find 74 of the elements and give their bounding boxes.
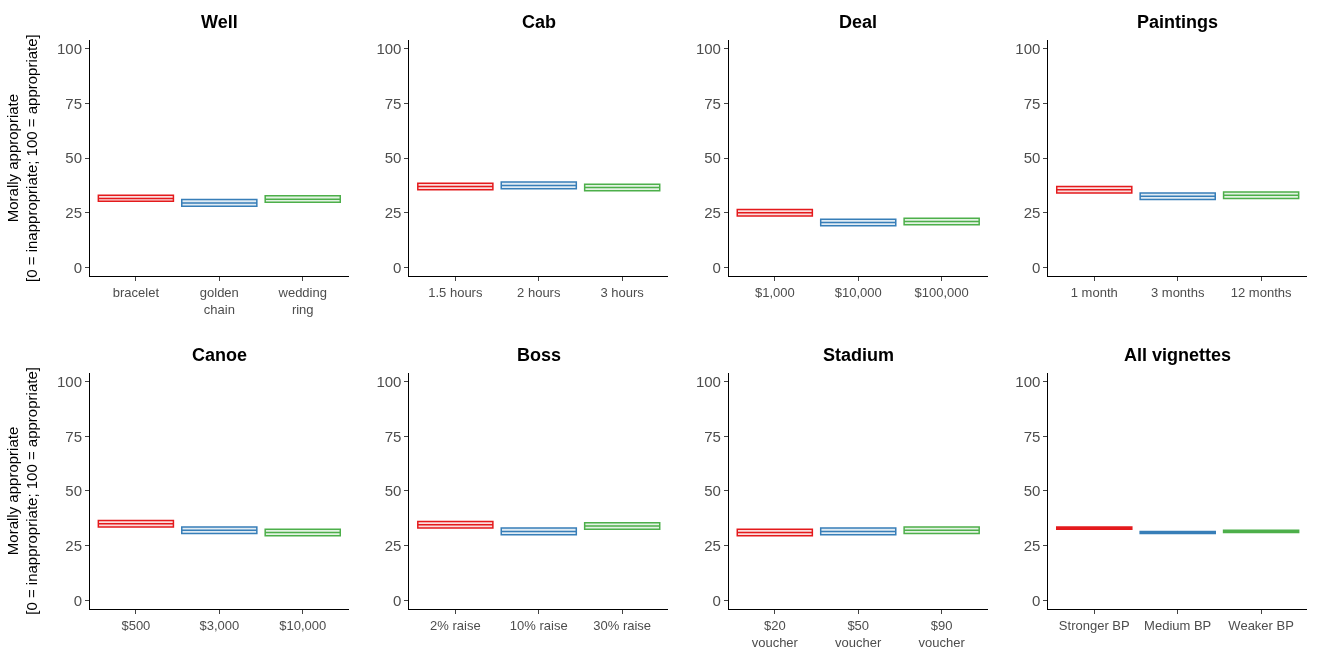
y-tick-label: 0 xyxy=(73,258,82,276)
y-tick-label: 75 xyxy=(1023,427,1041,445)
y-tick-label: 100 xyxy=(56,40,82,57)
y-tick-label: 0 xyxy=(712,591,721,609)
x-tick-label: $1,000 xyxy=(754,284,795,300)
x-tick-label: 3 hours xyxy=(600,284,645,300)
y-tick-label: 0 xyxy=(712,258,721,276)
x-tick-label: 1 month xyxy=(1070,284,1118,300)
y-axis-title: Morally appropriate [0 = inappropriate; 100 = appropriate] xyxy=(3,367,41,615)
y-tick-label: 25 xyxy=(384,203,402,221)
chart-title: All vignettes xyxy=(1124,345,1232,365)
x-tick-label: $500 xyxy=(121,617,151,633)
y-tick-label: 100 xyxy=(376,372,402,390)
chart-title: Paintings xyxy=(1137,12,1219,32)
y-tick-label: 0 xyxy=(1032,258,1041,276)
x-tick-label: $50 voucher xyxy=(835,617,883,650)
y-tick-label: 50 xyxy=(704,482,721,500)
x-tick-label: 2% raise xyxy=(430,617,481,633)
x-tick-label: wedding ring xyxy=(277,284,327,317)
y-tick-label: 75 xyxy=(1023,94,1041,112)
x-tick-label: 2 hours xyxy=(517,284,561,300)
x-tick-label: 30% raise xyxy=(593,617,652,633)
y-tick-label: 75 xyxy=(704,94,721,112)
y-tick-label: 75 xyxy=(65,427,82,445)
y-tick-label: 0 xyxy=(393,258,402,276)
x-tick-label: $20 voucher xyxy=(751,617,799,650)
chart-title: Stadium xyxy=(823,345,895,365)
y-tick-label: 50 xyxy=(1023,482,1041,500)
x-tick-label: 1.5 hours xyxy=(428,284,483,300)
y-tick-label: 0 xyxy=(73,591,82,609)
y-tick-label: 25 xyxy=(1023,203,1041,221)
x-tick-label: golden chain xyxy=(199,284,239,317)
y-tick-label: 25 xyxy=(1023,536,1041,554)
y-tick-label: 25 xyxy=(65,536,82,554)
y-tick-label: 50 xyxy=(704,149,721,167)
y-tick-label: 25 xyxy=(65,203,82,221)
y-tick-label: 75 xyxy=(384,427,402,445)
y-tick-label: 25 xyxy=(704,536,721,554)
y-tick-label: 25 xyxy=(384,536,402,554)
x-tick-label: $90 voucher xyxy=(918,617,966,650)
y-tick-label: 75 xyxy=(65,94,82,112)
x-tick-label: $100,000 xyxy=(914,284,969,300)
y-tick-label: 25 xyxy=(704,203,721,221)
y-tick-label: 0 xyxy=(1032,591,1041,609)
y-tick-label: 100 xyxy=(1015,40,1041,57)
y-tick-label: 100 xyxy=(376,40,402,57)
y-axis-title: Morally appropriate [0 = inappropriate; 100 = appropriate] xyxy=(3,34,41,282)
chart-title: Well xyxy=(201,12,238,32)
chart-title: Deal xyxy=(839,12,878,32)
y-tick-label: 50 xyxy=(65,482,82,500)
x-tick-label: 3 months xyxy=(1150,284,1205,300)
chart-title: Cab xyxy=(522,12,557,32)
x-tick-label: Medium BP xyxy=(1144,617,1212,633)
y-tick-label: 0 xyxy=(393,591,402,609)
x-tick-label: bracelet xyxy=(112,284,160,300)
y-tick-label: 100 xyxy=(695,372,721,390)
x-tick-label: 12 months xyxy=(1230,284,1292,300)
y-tick-label: 75 xyxy=(384,94,402,112)
y-tick-label: 50 xyxy=(65,149,82,167)
y-tick-label: 100 xyxy=(1015,372,1041,390)
x-tick-label: Stronger BP xyxy=(1058,617,1130,633)
y-tick-label: 100 xyxy=(695,40,721,57)
y-tick-label: 50 xyxy=(384,149,402,167)
y-tick-label: 50 xyxy=(384,482,402,500)
x-tick-label: $10,000 xyxy=(279,617,327,633)
chart-title: Canoe xyxy=(192,345,248,365)
chart-title: Boss xyxy=(517,345,562,365)
x-tick-label: 10% raise xyxy=(509,617,568,633)
x-tick-label: Weaker BP xyxy=(1228,617,1294,633)
x-tick-label: $3,000 xyxy=(199,617,240,633)
y-tick-label: 50 xyxy=(1023,149,1041,167)
y-tick-label: 100 xyxy=(56,372,82,390)
x-tick-label: $10,000 xyxy=(834,284,882,300)
y-tick-label: 75 xyxy=(704,427,721,445)
